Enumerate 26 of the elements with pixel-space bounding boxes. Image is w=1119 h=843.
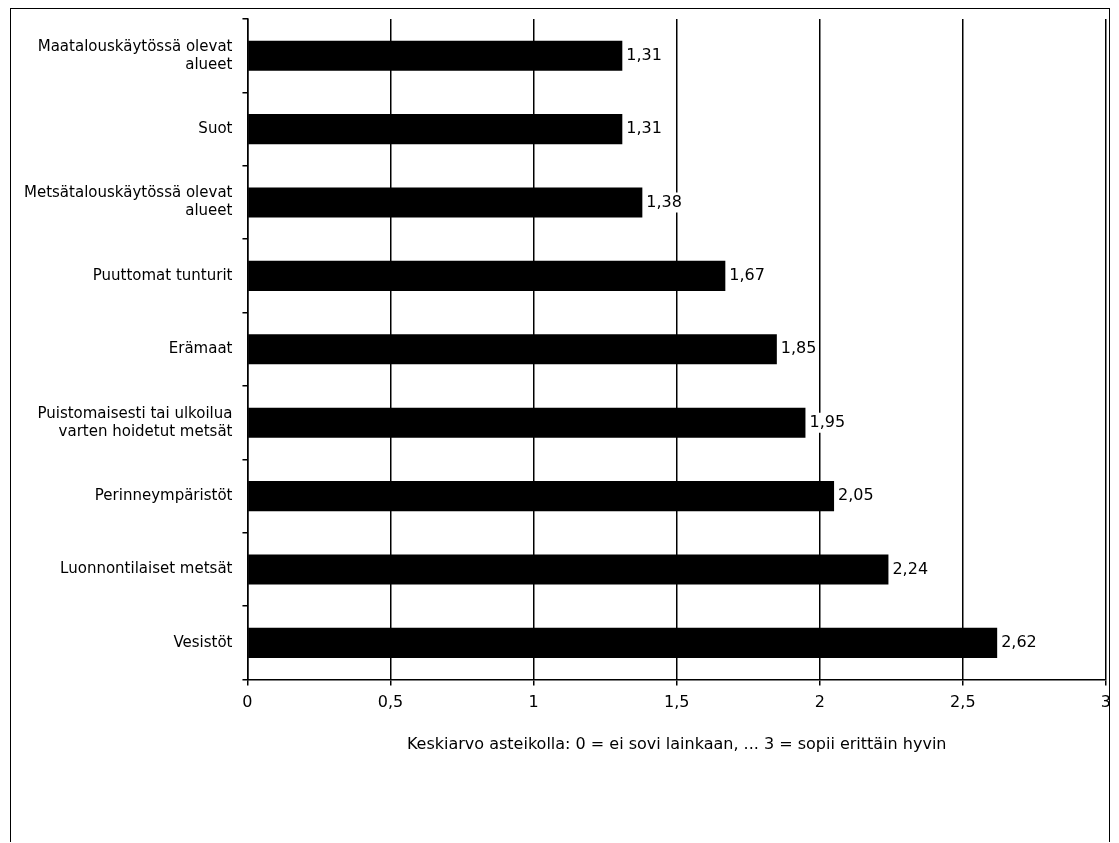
x-tick-label: 2 (814, 692, 825, 712)
y-tick-label: Metsätalouskäytössä olevat alueet (23, 183, 233, 220)
x-tick-label: 1,5 (663, 692, 690, 712)
y-tick-label: Luonnontilaiset metsät (60, 559, 233, 578)
data-label: 1,67 (729, 265, 765, 285)
data-label: 1,38 (646, 191, 682, 211)
data-label: 2,05 (838, 485, 874, 505)
data-label: 1,95 (809, 411, 846, 431)
y-tick-label: Maatalouskäytössä olevat alueet (37, 36, 233, 73)
y-tick-label: Puuttomat tunturit (92, 265, 233, 284)
data-label: 2,24 (892, 558, 929, 578)
data-label: 1,31 (626, 44, 662, 64)
y-tick-label: Erämaat (168, 339, 233, 358)
y-tick-label: Perinneympäristöt (94, 485, 233, 504)
x-tick-label: 0 (242, 692, 253, 712)
data-label: 1,85 (780, 338, 817, 358)
x-tick-label: 2,5 (950, 692, 976, 712)
x-tick-label: 0,5 (377, 692, 404, 712)
y-tick-label: Puistomaisesti tai ulkoilua varten hoidetut metsät (37, 403, 233, 440)
x-axis-title: Keskiarvo asteikolla: 0 = ei sovi lainkaan, ... 3 = sopii erittäin hyvin (406, 733, 947, 753)
x-tick-label: 1 (528, 692, 539, 712)
x-tick-label: 3 (1100, 692, 1111, 712)
data-label: 1,31 (626, 118, 662, 138)
y-tick-label: Suot (198, 118, 233, 137)
data-label: 2,62 (1001, 632, 1037, 652)
y-tick-label: Vesistöt (173, 632, 233, 651)
